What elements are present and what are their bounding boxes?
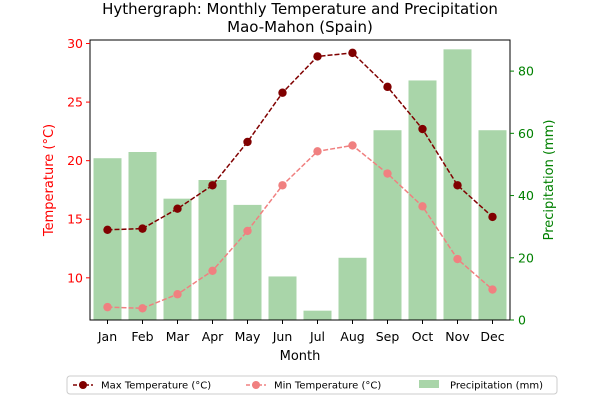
left-y-tick-label: 15: [67, 212, 83, 227]
min-temperature-point: [488, 285, 497, 294]
x-axis-label: Month: [280, 349, 321, 364]
min-temperature-point: [173, 290, 182, 299]
right-y-tick-label: 40: [518, 188, 534, 203]
legend-precipitation-label: Precipitation (mm): [450, 381, 543, 392]
min-temperature-point: [278, 181, 287, 190]
left-y-tick-label: 25: [67, 95, 83, 110]
left-y-tick-label: 10: [67, 270, 83, 285]
right-y-tick-label: 60: [518, 126, 534, 141]
max-temperature-point: [348, 48, 357, 58]
max-temperature-point: [453, 181, 462, 190]
max-temperature-point: [208, 181, 217, 190]
precipitation-bar: [338, 257, 367, 320]
max-temperature-point: [383, 82, 392, 92]
right-y-tick-label: 80: [518, 64, 534, 79]
precipitation-bars: [93, 49, 507, 320]
x-tick-label: Feb: [131, 329, 153, 344]
legend: Max Temperature (°C) Min Temperature (°C…: [66, 375, 558, 395]
precipitation-bar: [303, 310, 332, 320]
legend-max-temp-label: Max Temperature (°C): [101, 381, 211, 392]
min-temperature-point: [243, 226, 252, 236]
precipitation-bar: [233, 204, 262, 320]
min-temperature-point: [348, 141, 357, 150]
max-temperature-point: [243, 137, 252, 147]
min-temperature-point: [313, 147, 322, 156]
max-temperature-point: [488, 212, 497, 222]
max-temperature-point: [138, 224, 147, 233]
x-tick-label: Apr: [202, 329, 224, 344]
max-temperature-point: [103, 225, 112, 234]
axes: Jan Feb Mar Apr May Jun Jul Aug Sep Oct Nov Dec 10 15…: [67, 36, 534, 344]
min-temperature-point: [418, 202, 427, 211]
x-tick-label: Jun: [272, 329, 293, 344]
x-tick-label: May: [235, 329, 261, 344]
max-temperature-point: [173, 204, 182, 213]
right-y-tick-label: 20: [518, 250, 534, 265]
legend-min-temp-label: Min Temperature (°C): [274, 381, 381, 392]
chart-title: Hythergraph: Monthly Temperature and Pre…: [102, 0, 498, 18]
x-tick-label: Nov: [445, 329, 470, 344]
x-tick-label: Mar: [166, 329, 190, 344]
legend-precipitation-swatch: [419, 380, 439, 388]
precipitation-bar: [268, 276, 297, 320]
precipitation-bar: [163, 198, 192, 320]
left-y-tick-label: 30: [67, 36, 83, 51]
min-temperature-point: [383, 169, 392, 178]
chart-subtitle: Mao-Mahon (Spain): [227, 18, 373, 36]
left-y-tick-label: 20: [67, 153, 83, 168]
min-temperature-line: [107, 144, 493, 310]
temperature-lines: [103, 48, 497, 313]
left-y-axis-label: Temperature (°C): [42, 124, 57, 237]
legend-max-temp-marker: [79, 381, 87, 389]
precipitation-bar: [198, 180, 227, 320]
x-tick-label: Dec: [480, 329, 504, 344]
right-y-tick-label: 0: [518, 313, 526, 328]
precipitation-bar: [408, 80, 437, 320]
x-tick-label: Sep: [376, 329, 400, 344]
min-temperature-point: [453, 254, 462, 264]
x-tick-label: Aug: [340, 329, 364, 344]
precipitation-bar: [93, 158, 122, 320]
plot-frame: [89, 39, 511, 321]
min-temperature-point: [103, 302, 112, 312]
min-temperature-point: [138, 304, 147, 313]
legend-min-temp-marker: [252, 381, 260, 389]
max-temperature-point: [418, 124, 427, 134]
max-temperature-point: [313, 52, 322, 61]
max-temperature-point: [278, 88, 287, 97]
precipitation-bar: [373, 130, 402, 320]
x-tick-label: Jul: [309, 329, 325, 344]
x-tick-label: Oct: [412, 329, 434, 344]
precipitation-bar: [128, 152, 157, 320]
right-y-axis-label: Precipitation (mm): [542, 120, 557, 241]
min-temperature-point: [208, 266, 217, 275]
x-tick-label: Jan: [97, 329, 117, 344]
